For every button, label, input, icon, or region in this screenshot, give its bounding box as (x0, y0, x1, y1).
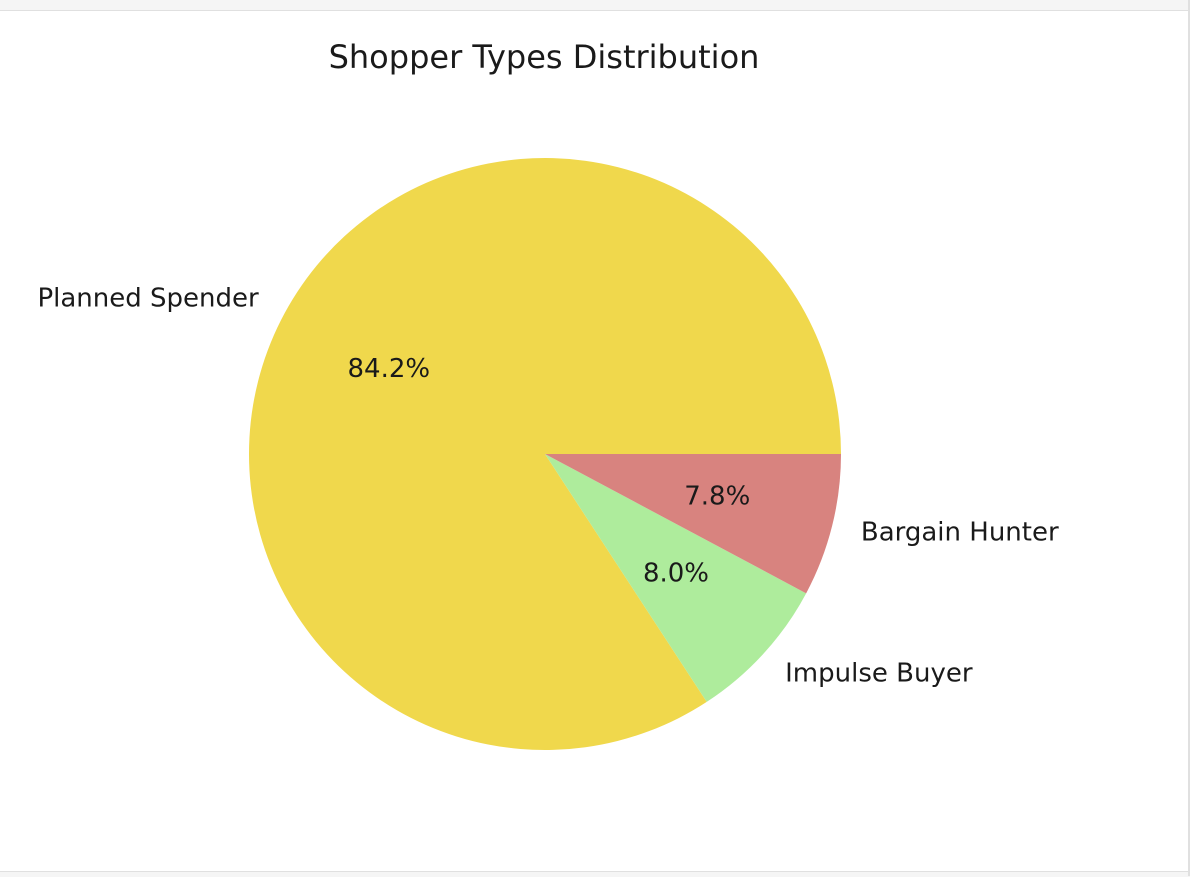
slice-label-impulse-buyer: Impulse Buyer (785, 658, 973, 688)
pie-slices (249, 157, 842, 750)
slice-label-planned-spender: Planned Spender (37, 283, 259, 313)
slice-label-bargain-hunter: Bargain Hunter (861, 517, 1059, 547)
pie-labels: Planned Spender 84.2% Impulse Buyer 8.0% Bar… (37, 283, 1059, 688)
frame-bottom-border (0, 871, 1190, 877)
chart-title: Shopper Types Distribution (329, 38, 760, 76)
slice-percent-impulse-buyer: 8.0% (643, 558, 709, 588)
slice-percent-bargain-hunter: 7.8% (684, 482, 750, 512)
pie-slice-bargain-hunter (545, 454, 841, 594)
frame-top-border (0, 0, 1190, 11)
slice-percent-planned-spender: 84.2% (348, 354, 431, 384)
pie-slice-impulse-buyer (545, 454, 807, 702)
frame-right-border (1188, 0, 1190, 876)
